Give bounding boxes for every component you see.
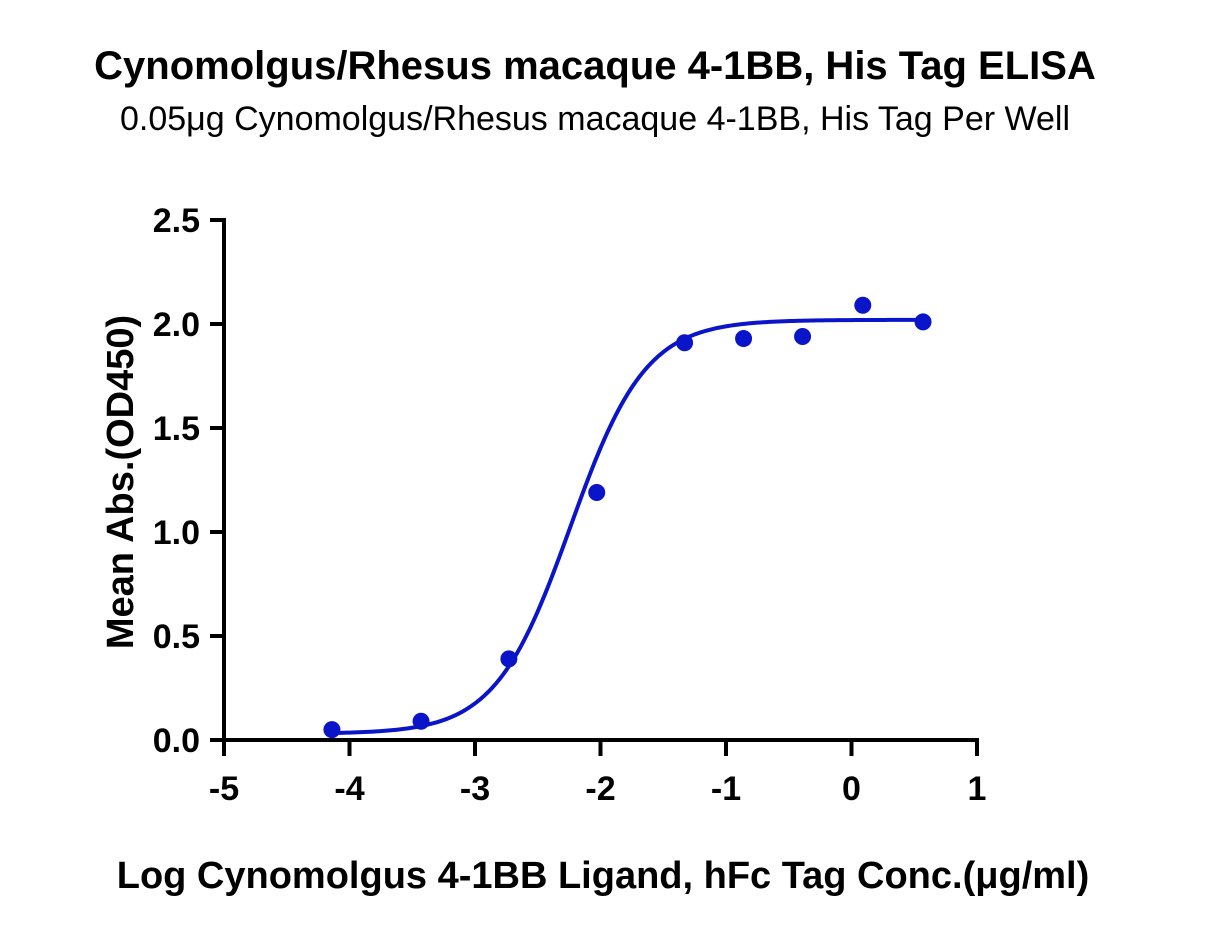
data-point	[854, 296, 872, 314]
y-tick-label: 0.5	[153, 618, 200, 656]
chart-title: Cynomolgus/Rhesus macaque 4-1BB, His Tag…	[94, 44, 1096, 88]
y-tick-label: 0.0	[153, 722, 200, 760]
fit-curve-layer	[331, 317, 924, 736]
x-tick-label: -4	[334, 770, 364, 808]
y-tick-label: 2.0	[153, 306, 200, 344]
x-tick-label: 1	[968, 770, 987, 808]
x-axis-label: Log Cynomolgus 4-1BB Ligand, hFc Tag Con…	[117, 855, 1090, 897]
data-point	[323, 721, 341, 739]
x-tick-label: -2	[585, 770, 615, 808]
data-point	[676, 334, 694, 352]
data-point	[588, 483, 606, 501]
y-axis-label: Mean Abs.(OD450)	[100, 315, 142, 649]
y-tick-label: 2.5	[153, 202, 200, 240]
x-tick-label: -5	[209, 770, 239, 808]
chart-subtitle: 0.05μg Cynomolgus/Rhesus macaque 4-1BB, …	[119, 100, 1071, 138]
data-point	[914, 313, 932, 331]
x-tick-label: -3	[460, 770, 490, 808]
x-tick-label: -1	[711, 770, 741, 808]
data-point	[500, 650, 518, 668]
x-tick-label: 0	[842, 770, 861, 808]
data-points-layer	[323, 296, 932, 739]
y-tick-label: 1.5	[153, 410, 200, 448]
data-point	[412, 712, 430, 730]
fit-curve	[331, 317, 924, 736]
axes: 0.0 0.5 1.0 1.5 2.0 2.5 -5 -4 -3 -2 -1 0 1	[153, 202, 987, 808]
data-point	[794, 327, 812, 345]
y-tick-label: 1.0	[153, 514, 200, 552]
data-point	[735, 330, 753, 348]
